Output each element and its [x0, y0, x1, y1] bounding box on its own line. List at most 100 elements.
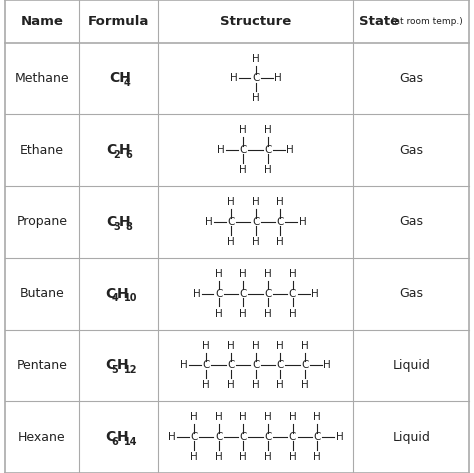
- Text: Ethane: Ethane: [20, 144, 64, 157]
- Text: H: H: [227, 237, 235, 247]
- Text: H: H: [336, 432, 343, 442]
- Text: Hexane: Hexane: [18, 430, 66, 444]
- Text: Gas: Gas: [399, 72, 423, 85]
- Text: H: H: [264, 308, 272, 318]
- Text: H: H: [215, 452, 222, 462]
- Text: H: H: [274, 73, 282, 83]
- Text: C: C: [252, 73, 259, 83]
- Text: H: H: [313, 412, 321, 422]
- Text: Gas: Gas: [399, 215, 423, 228]
- Text: Gas: Gas: [399, 287, 423, 300]
- Text: 6: 6: [112, 437, 118, 447]
- Text: H: H: [301, 341, 309, 350]
- Text: H: H: [311, 289, 319, 298]
- Text: H: H: [205, 217, 213, 227]
- Text: C: C: [202, 360, 210, 370]
- Text: H: H: [264, 125, 272, 135]
- Text: H: H: [276, 380, 284, 390]
- Text: H: H: [276, 341, 284, 350]
- Text: Structure: Structure: [220, 15, 291, 28]
- Text: H: H: [289, 452, 296, 462]
- Text: 4: 4: [112, 293, 118, 303]
- Text: 12: 12: [124, 365, 137, 375]
- Text: H: H: [264, 412, 272, 422]
- Text: C: C: [289, 432, 296, 442]
- Text: C: C: [264, 289, 272, 298]
- Text: H: H: [239, 269, 247, 279]
- Text: H: H: [202, 380, 210, 390]
- Text: H: H: [252, 341, 259, 350]
- Text: C: C: [105, 359, 115, 372]
- Text: H: H: [227, 341, 235, 350]
- Text: H: H: [180, 360, 188, 370]
- Text: 6: 6: [125, 150, 132, 160]
- Text: H: H: [239, 452, 247, 462]
- Text: 2: 2: [113, 150, 120, 160]
- Text: H: H: [168, 432, 176, 442]
- Text: H: H: [117, 287, 128, 301]
- Text: H: H: [229, 73, 237, 83]
- Text: 14: 14: [124, 437, 137, 447]
- Text: C: C: [313, 432, 321, 442]
- Text: C: C: [227, 360, 235, 370]
- Text: C: C: [239, 145, 247, 155]
- Text: H: H: [289, 269, 296, 279]
- Text: C: C: [301, 360, 309, 370]
- Text: H: H: [252, 197, 259, 207]
- Text: 3: 3: [113, 222, 120, 232]
- Text: H: H: [301, 380, 309, 390]
- Text: 10: 10: [124, 293, 137, 303]
- Text: C: C: [105, 430, 115, 444]
- Text: H: H: [239, 412, 247, 422]
- Text: H: H: [276, 237, 284, 247]
- Text: CH: CH: [109, 71, 131, 86]
- Text: H: H: [313, 452, 321, 462]
- Text: C: C: [105, 287, 115, 301]
- Text: (at room temp.): (at room temp.): [391, 17, 463, 26]
- Text: 5: 5: [112, 365, 118, 375]
- Text: C: C: [264, 145, 272, 155]
- Text: Name: Name: [20, 15, 64, 28]
- Text: H: H: [264, 165, 272, 175]
- Text: H: H: [276, 197, 284, 207]
- Text: C: C: [239, 289, 247, 298]
- Text: C: C: [264, 432, 272, 442]
- Text: H: H: [299, 217, 306, 227]
- Text: C: C: [107, 143, 117, 157]
- Text: Gas: Gas: [399, 144, 423, 157]
- Text: H: H: [192, 289, 201, 298]
- Text: C: C: [239, 432, 247, 442]
- Text: Butane: Butane: [19, 287, 64, 300]
- Text: H: H: [239, 308, 247, 318]
- Text: Liquid: Liquid: [392, 359, 430, 372]
- Text: C: C: [276, 217, 284, 227]
- Text: State: State: [359, 15, 399, 28]
- Text: H: H: [215, 412, 222, 422]
- Text: C: C: [107, 215, 117, 229]
- Text: H: H: [239, 165, 247, 175]
- Text: H: H: [190, 452, 198, 462]
- Text: Liquid: Liquid: [392, 430, 430, 444]
- Text: C: C: [190, 432, 198, 442]
- Text: C: C: [276, 360, 284, 370]
- Text: H: H: [239, 125, 247, 135]
- Text: H: H: [215, 308, 222, 318]
- Text: H: H: [286, 145, 294, 155]
- Text: Methane: Methane: [15, 72, 69, 85]
- Text: H: H: [264, 452, 272, 462]
- Text: H: H: [264, 269, 272, 279]
- Text: H: H: [289, 412, 296, 422]
- Text: H: H: [289, 308, 296, 318]
- Text: H: H: [323, 360, 331, 370]
- Text: C: C: [227, 217, 235, 227]
- Text: H: H: [252, 53, 259, 63]
- Text: H: H: [117, 430, 128, 444]
- Text: C: C: [252, 360, 259, 370]
- Text: C: C: [252, 217, 259, 227]
- Text: C: C: [289, 289, 296, 298]
- Text: C: C: [215, 432, 222, 442]
- Text: H: H: [118, 143, 130, 157]
- Text: H: H: [252, 237, 259, 247]
- Text: Pentane: Pentane: [17, 359, 67, 372]
- Text: Propane: Propane: [17, 215, 67, 228]
